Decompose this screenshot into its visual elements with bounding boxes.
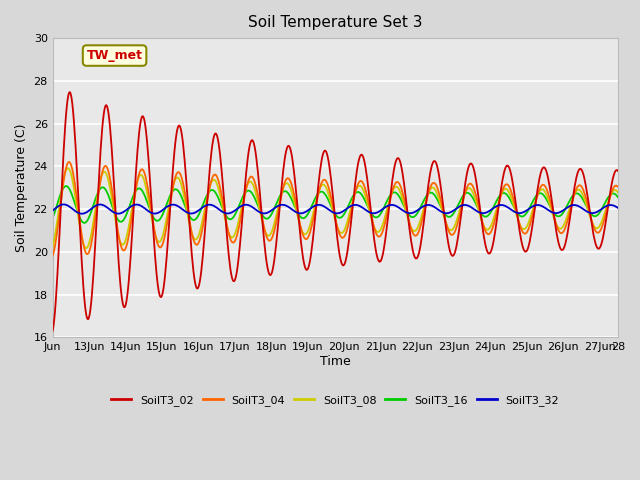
SoilT3_02 bbox=[66, 89, 74, 95]
X-axis label: Time: Time bbox=[320, 355, 351, 368]
SoilT3_32 bbox=[119, 210, 127, 216]
SoilT3_02 bbox=[614, 168, 621, 174]
SoilT3_02 bbox=[175, 122, 183, 128]
SoilT3_16 bbox=[176, 191, 184, 197]
SoilT3_04 bbox=[405, 217, 413, 223]
SoilT3_08 bbox=[422, 197, 430, 203]
SoilT3_08 bbox=[83, 245, 90, 251]
SoilT3_16 bbox=[119, 218, 127, 224]
SoilT3_02 bbox=[49, 328, 56, 334]
SoilT3_16 bbox=[80, 220, 88, 226]
SoilT3_04 bbox=[65, 159, 73, 165]
SoilT3_08 bbox=[119, 242, 127, 248]
Line: SoilT3_02: SoilT3_02 bbox=[52, 92, 618, 331]
SoilT3_16 bbox=[422, 193, 430, 199]
SoilT3_16 bbox=[406, 213, 413, 218]
Text: TW_met: TW_met bbox=[86, 49, 143, 62]
SoilT3_08 bbox=[176, 178, 184, 184]
Line: SoilT3_08: SoilT3_08 bbox=[52, 168, 618, 248]
SoilT3_16 bbox=[206, 188, 214, 194]
SoilT3_08 bbox=[614, 190, 621, 195]
Line: SoilT3_32: SoilT3_32 bbox=[52, 204, 618, 214]
SoilT3_32 bbox=[176, 204, 184, 210]
SoilT3_04 bbox=[614, 184, 621, 190]
SoilT3_32 bbox=[206, 202, 214, 207]
SoilT3_04 bbox=[205, 188, 213, 193]
SoilT3_32 bbox=[614, 205, 621, 211]
SoilT3_04 bbox=[49, 253, 56, 259]
SoilT3_02 bbox=[59, 162, 67, 168]
SoilT3_32 bbox=[49, 208, 56, 214]
SoilT3_16 bbox=[49, 215, 56, 221]
SoilT3_32 bbox=[422, 203, 430, 208]
SoilT3_32 bbox=[78, 211, 86, 216]
SoilT3_02 bbox=[405, 220, 413, 226]
SoilT3_02 bbox=[205, 173, 213, 179]
SoilT3_16 bbox=[614, 194, 621, 200]
SoilT3_08 bbox=[59, 180, 67, 185]
SoilT3_04 bbox=[59, 183, 67, 189]
SoilT3_08 bbox=[206, 183, 214, 189]
SoilT3_02 bbox=[118, 295, 125, 301]
SoilT3_08 bbox=[64, 165, 72, 171]
SoilT3_16 bbox=[62, 183, 70, 189]
SoilT3_08 bbox=[406, 221, 413, 227]
Legend: SoilT3_02, SoilT3_04, SoilT3_08, SoilT3_16, SoilT3_32: SoilT3_02, SoilT3_04, SoilT3_08, SoilT3_… bbox=[107, 391, 564, 410]
Y-axis label: Soil Temperature (C): Soil Temperature (C) bbox=[15, 123, 28, 252]
SoilT3_04 bbox=[175, 169, 183, 175]
SoilT3_04 bbox=[118, 246, 125, 252]
SoilT3_02 bbox=[421, 207, 429, 213]
SoilT3_04 bbox=[421, 203, 429, 209]
Line: SoilT3_16: SoilT3_16 bbox=[52, 186, 618, 223]
SoilT3_08 bbox=[49, 244, 56, 250]
SoilT3_32 bbox=[59, 202, 67, 207]
SoilT3_16 bbox=[59, 186, 67, 192]
Line: SoilT3_04: SoilT3_04 bbox=[52, 162, 618, 256]
SoilT3_32 bbox=[60, 202, 67, 207]
SoilT3_32 bbox=[406, 210, 413, 216]
Title: Soil Temperature Set 3: Soil Temperature Set 3 bbox=[248, 15, 422, 30]
